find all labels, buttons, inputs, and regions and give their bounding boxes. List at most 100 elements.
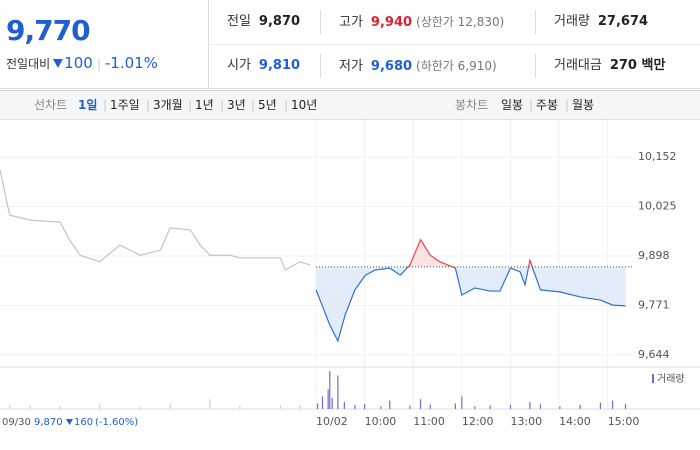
volume-bar: [454, 403, 456, 409]
separator: |: [96, 57, 101, 71]
change-label: 전일대비: [6, 57, 51, 71]
volume-bar: [354, 404, 356, 409]
quote-panel: 9,770 전일대비 100 | -1.01% 전일 9,870 고가 9,940 (상한가 …: [0, 0, 700, 89]
volume-bar: [579, 404, 581, 409]
footer-change: 160: [74, 417, 93, 428]
volume-bar: [329, 371, 331, 409]
volume-bar: [429, 404, 431, 409]
stat-cell: 거래대금 270 백만: [554, 44, 665, 88]
x-tick-label: 12:00: [462, 415, 494, 428]
period-tab[interactable]: 10년: [291, 98, 318, 112]
stat-label: 전일: [227, 14, 251, 29]
tab-separator: |: [565, 98, 570, 112]
volume-bar: [599, 402, 601, 409]
stat-label: 시가: [227, 58, 251, 73]
price: 9,770: [6, 14, 91, 47]
area: [316, 266, 626, 341]
stat-label: 거래량: [554, 14, 590, 29]
x-tick-label: 11:00: [413, 415, 445, 428]
tab-separator: |: [284, 98, 289, 112]
y-tick-label: 10,152: [638, 150, 677, 163]
stat-cell: 전일 9,870: [227, 0, 300, 44]
period-tab[interactable]: 5년: [258, 98, 277, 112]
volume-bar: [139, 406, 141, 409]
divider: [320, 10, 321, 34]
footer-change-pct: (-1.60%): [95, 417, 138, 428]
change-line: 전일대비 100 | -1.01%: [6, 54, 158, 72]
legend-swatch: [652, 374, 654, 383]
volume-bar: [239, 406, 241, 409]
volume-bar: [389, 400, 391, 409]
volume-bar: [461, 396, 463, 409]
down-icon: [66, 419, 73, 425]
period-tab[interactable]: 1일: [78, 98, 98, 112]
stat-value: 9,870: [258, 14, 301, 29]
period-tab[interactable]: 1주일: [110, 98, 140, 112]
tab-separator: |: [188, 98, 193, 112]
tab-group-label: 선차트: [34, 98, 68, 112]
volume-bar: [489, 405, 491, 409]
stat-value: 9,940: [370, 15, 413, 30]
candle-tab[interactable]: 주봉: [536, 98, 559, 112]
candle-tab[interactable]: 월봉: [572, 98, 595, 112]
x-tick-label: 10:00: [365, 415, 397, 428]
stat-value: 9,680: [370, 59, 413, 74]
stat-note: (하한가 6,910): [416, 59, 497, 73]
volume-bar: [474, 406, 476, 409]
volume-bar: [321, 396, 324, 409]
stat-note: (상한가 12,830): [416, 15, 505, 29]
volume-bar: [337, 375, 339, 409]
stats-row: 시가 9,810 저가 9,680 (하한가 6,910) 거래대금 270 백만: [209, 44, 700, 88]
chart: 9,644 9,771 9,898 10,025 10,152 10/02 10:00 11:…: [0, 119, 700, 428]
volume-bar: [343, 402, 345, 409]
volume-bar: [169, 403, 171, 409]
volume-bar: [624, 404, 627, 409]
stat-cell: 거래량 27,674: [554, 0, 648, 44]
legend-label: 거래량: [657, 373, 685, 385]
stat-value: 270 백만: [609, 58, 666, 73]
tab-bar: 선차트 1일 1주일 | 3개월 | 1년 | 3년 | 5년 | 10년 | 봉차트 일봉 주봉 | 월봉 |: [0, 90, 700, 120]
stat-label: 고가: [339, 15, 363, 30]
footer-close: 9,870: [34, 417, 63, 428]
volume-bar: [509, 404, 512, 409]
y-tick-label: 9,898: [638, 249, 670, 262]
period-tab[interactable]: 1년: [195, 98, 214, 112]
footer-date: 09/30: [2, 417, 31, 428]
candle-tab[interactable]: 일봉: [501, 98, 524, 112]
x-tick-label: 13:00: [510, 415, 542, 428]
volume-bar: [327, 389, 329, 409]
volume-bar: [59, 406, 61, 409]
divider: [535, 10, 536, 34]
period-tab[interactable]: 3개월: [153, 98, 183, 112]
stat-value: 9,810: [258, 58, 301, 73]
volume-bar: [419, 399, 422, 409]
volume-bar: [317, 403, 319, 409]
price-box: 9,770 전일대비 100 | -1.01%: [0, 0, 209, 88]
stat-cell: 고가 9,940 (상한가 12,830): [339, 0, 504, 44]
y-tick-label: 9,771: [638, 299, 670, 312]
period-tab[interactable]: 3년: [227, 98, 246, 112]
stat-label: 저가: [339, 59, 363, 74]
stat-cell: 시가 9,810: [227, 44, 300, 88]
x-tick-label: 14:00: [559, 415, 591, 428]
volume-bar: [364, 404, 366, 409]
tab-separator: |: [146, 98, 151, 112]
divider: [535, 54, 536, 78]
line-below: [315, 266, 626, 343]
divider: [320, 54, 321, 78]
volume-bar: [279, 405, 281, 409]
tab-separator: |: [220, 98, 225, 112]
tab-separator: |: [103, 98, 108, 112]
volume-bar: [99, 404, 101, 409]
line: [0, 169, 311, 271]
volume-bar: [331, 397, 333, 409]
change: 100: [64, 54, 93, 72]
volume-bar: [529, 402, 531, 409]
volume-bar: [559, 406, 561, 409]
change-pct: -1.01%: [104, 54, 158, 72]
volume-bar: [380, 406, 382, 409]
x-tick-label: 15:00: [608, 415, 640, 428]
tab-group-label: 봉차트: [455, 98, 489, 112]
stats-row: 전일 9,870 고가 9,940 (상한가 12,830) 거래량 27,674: [209, 0, 700, 45]
